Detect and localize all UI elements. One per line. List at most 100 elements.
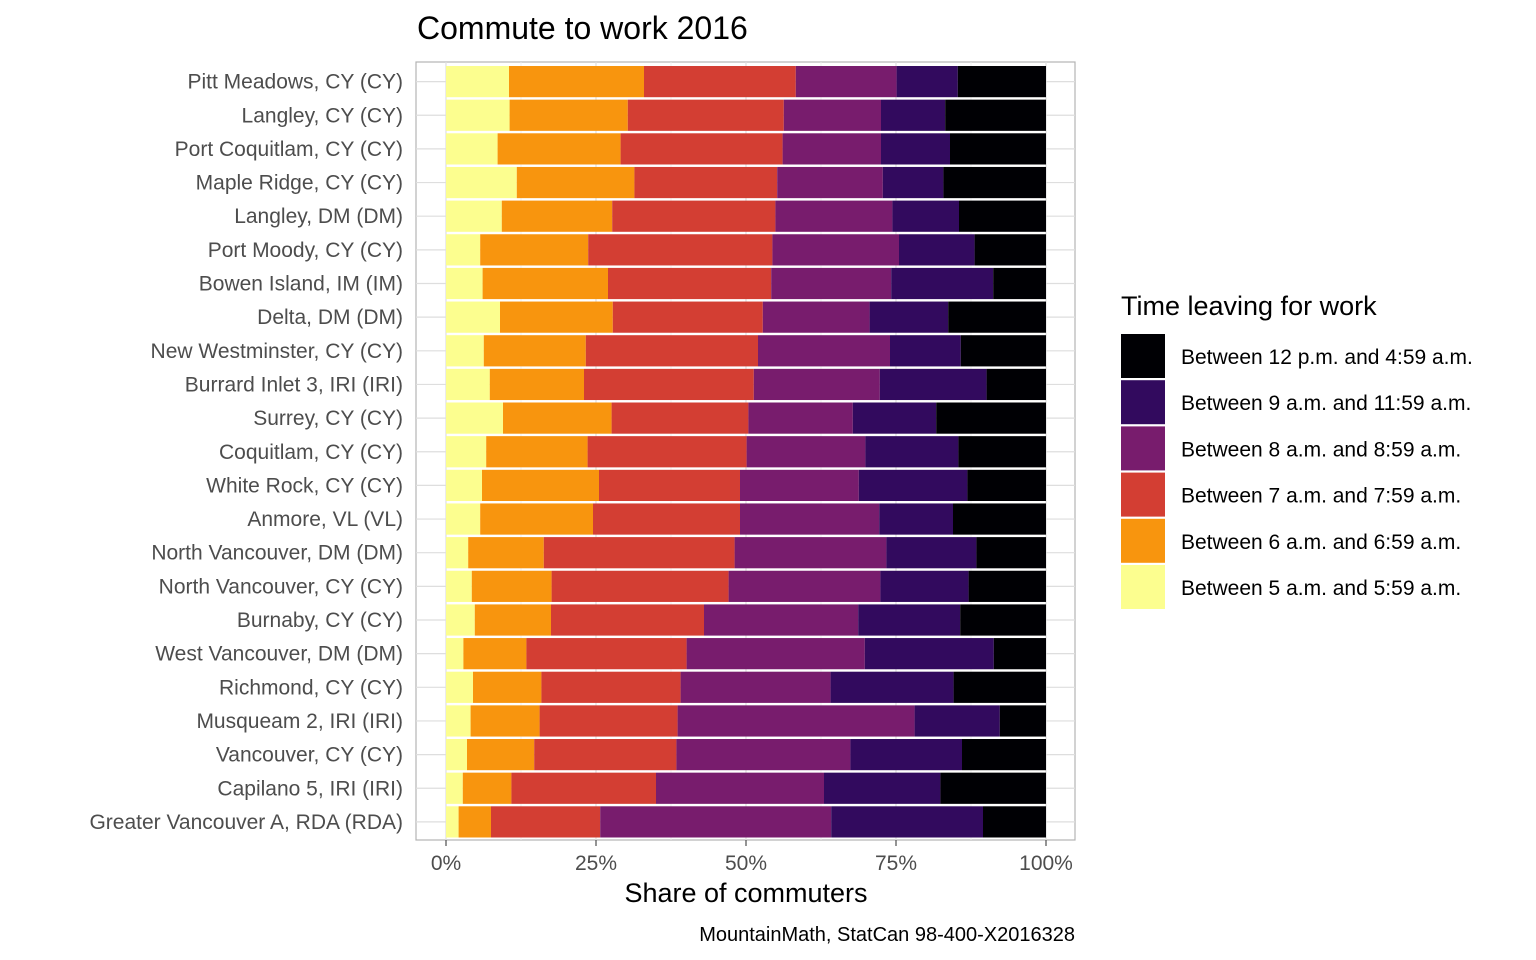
legend-title: Time leaving for work — [1121, 291, 1377, 321]
bar-segment — [644, 66, 796, 98]
y-tick-label: White Rock, CY (CY) — [206, 474, 403, 497]
bar-segment — [899, 234, 975, 266]
bar-segment — [680, 671, 831, 703]
bar-segment — [497, 133, 621, 165]
bar-segment — [968, 570, 1046, 602]
x-tick-label: 0% — [431, 852, 461, 875]
y-tick-label: Bowen Island, IM (IM) — [199, 273, 403, 296]
bar-segment — [746, 436, 866, 468]
bar-segment — [463, 638, 527, 670]
bar-segment — [734, 537, 887, 569]
x-tick-label: 25% — [575, 852, 617, 875]
legend-label: Between 12 p.m. and 4:59 a.m. — [1181, 346, 1473, 369]
legend-label: Between 8 a.m. and 8:59 a.m. — [1181, 438, 1461, 461]
bar-segment — [526, 638, 687, 670]
bar-segment — [865, 436, 959, 468]
x-tick-label: 75% — [875, 852, 917, 875]
y-tick-label: Capilano 5, IRI (IRI) — [217, 777, 403, 800]
bar-segment — [446, 671, 473, 703]
bar-segment — [446, 537, 469, 569]
y-tick-label: Greater Vancouver A, RDA (RDA) — [89, 811, 403, 834]
legend-swatch — [1121, 518, 1165, 563]
bar-segment — [748, 402, 853, 434]
bar-segment — [777, 166, 883, 199]
bar-segment — [656, 772, 824, 804]
bar-segment — [486, 436, 588, 468]
legend-swatch — [1121, 334, 1165, 378]
bar-segment — [446, 436, 487, 468]
bar-segment — [967, 469, 1046, 501]
y-tick-label: Burrard Inlet 3, IRI (IRI) — [185, 373, 403, 396]
bar-segment — [677, 705, 915, 737]
legend-swatch — [1121, 565, 1165, 609]
bar-segment — [608, 267, 772, 300]
bar-segment — [483, 335, 586, 367]
bar-segment — [503, 402, 612, 434]
legend: Time leaving for work Between 12 p.m. an… — [1121, 291, 1473, 609]
bar-segment — [612, 200, 776, 232]
y-tick-label: Delta, DM (DM) — [257, 306, 403, 329]
bar-segment — [534, 739, 677, 771]
bar-segment — [896, 66, 958, 98]
bar-segment — [783, 99, 881, 131]
bar-segment — [516, 166, 635, 199]
bar-segment — [830, 671, 954, 703]
bar-segment — [511, 772, 656, 804]
y-tick-labels: Pitt Meadows, CY (CY) Langley, CY (CY) Por… — [89, 71, 403, 834]
bar-segment — [446, 503, 481, 535]
bar-segment — [500, 301, 613, 333]
bar-segment — [480, 503, 593, 535]
y-tick-label: North Vancouver, DM (DM) — [151, 542, 403, 565]
bar-segment — [676, 739, 851, 771]
bar-segment — [892, 200, 959, 232]
y-tick-label: Musqueam 2, IRI (IRI) — [196, 710, 403, 733]
legend-label: Between 6 a.m. and 6:59 a.m. — [1181, 531, 1461, 554]
bar-segment — [686, 638, 865, 670]
bar-segment — [945, 99, 1046, 131]
y-tick-label: Coquitlam, CY (CY) — [219, 441, 403, 464]
bar-segment — [539, 705, 678, 737]
bar-segment — [999, 705, 1046, 737]
bar-segment — [509, 99, 628, 131]
bar-segment — [612, 301, 763, 333]
bar-segment — [959, 200, 1046, 232]
x-tick-label: 100% — [1019, 852, 1073, 875]
bar-segment — [446, 772, 463, 804]
y-tick-label: Vancouver, CY (CY) — [216, 744, 403, 767]
bar-segment — [852, 402, 937, 434]
bar-segment — [446, 66, 509, 98]
bar-segment — [509, 66, 644, 98]
bar-segment — [446, 301, 500, 333]
bar-segment — [634, 166, 778, 199]
bar-segment — [446, 368, 490, 401]
bar-segment — [879, 503, 953, 535]
y-tick-label: Langley, DM (DM) — [234, 205, 403, 228]
bar-segment — [501, 200, 613, 232]
bar-segment — [599, 469, 740, 501]
bar-segment — [882, 166, 944, 199]
bar-segment — [473, 671, 542, 703]
y-tick-label: New Westminster, CY (CY) — [151, 340, 403, 363]
y-tick-label: Maple Ridge, CY (CY) — [196, 172, 403, 195]
bar-segment — [740, 469, 859, 501]
bar-segment — [588, 234, 773, 266]
x-tick-labels: 0% 25% 50% 75% 100% — [431, 840, 1073, 875]
y-tick-label: Burnaby, CY (CY) — [237, 609, 403, 632]
bar-segment — [446, 570, 472, 602]
bar-segment — [881, 133, 950, 165]
bar-segment — [551, 570, 729, 602]
bar-segment — [491, 806, 601, 838]
bar-segment — [543, 537, 735, 569]
bar-segment — [824, 772, 941, 804]
bar-segment — [960, 604, 1046, 636]
bar-segment — [953, 671, 1046, 703]
bar-segment — [704, 604, 859, 636]
y-tick-label: Anmore, VL (VL) — [247, 508, 403, 531]
bar-segment — [962, 739, 1046, 771]
bar-segment — [948, 301, 1046, 333]
bar-segment — [446, 638, 464, 670]
y-tick-label: Langley, CY (CY) — [242, 104, 403, 127]
bar-segment — [881, 99, 946, 131]
bar-segment — [879, 368, 987, 401]
bar-segment — [627, 99, 784, 131]
